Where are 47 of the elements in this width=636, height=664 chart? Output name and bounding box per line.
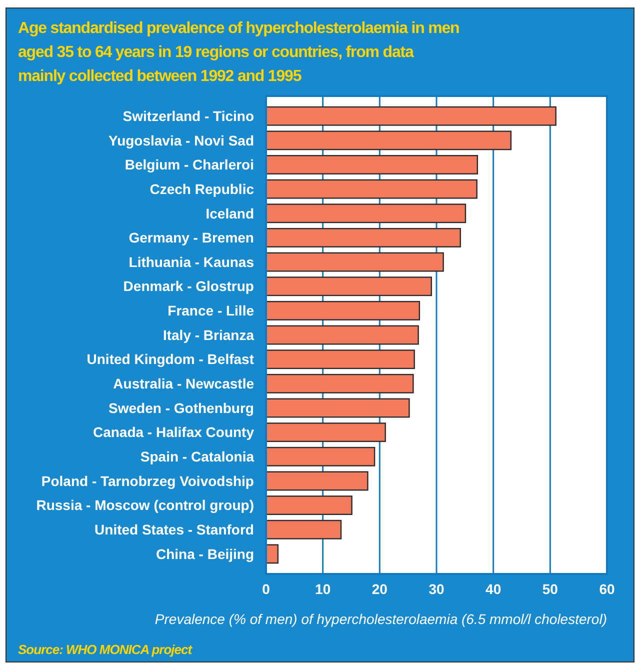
bar	[265, 228, 461, 248]
x-tick-label: 60	[599, 581, 615, 597]
y-tick-label: United States - Stanford	[94, 522, 254, 538]
y-tick-label: Lithuania - Kaunas	[128, 254, 254, 270]
y-tick-label: Poland - Tarnobrzeg Voivodship	[41, 472, 254, 489]
bar	[265, 520, 342, 540]
x-tick-label: 40	[486, 581, 502, 597]
y-tick-label: Canada - Halifax County	[92, 424, 254, 440]
bar	[265, 155, 478, 174]
y-tick-label: Iceland	[206, 205, 254, 222]
x-tick-label: 50	[542, 581, 558, 597]
bar	[265, 325, 419, 345]
y-tick-label: Australia - Newcastle	[113, 376, 254, 392]
y-tick-label: Russia - Moscow (control group)	[36, 497, 254, 514]
bar	[265, 252, 444, 272]
bar	[265, 130, 512, 150]
y-tick-label: China - Beijing	[156, 546, 254, 562]
bar	[265, 496, 352, 515]
bar	[265, 471, 368, 491]
bar	[265, 422, 386, 442]
bar	[265, 398, 410, 418]
y-tick-label: Switzerland - Ticino	[122, 108, 254, 124]
x-axis-title: Prevalence (% of men) of hypercholesterolaemia (6.5 mmol/l cholesterol)	[154, 611, 607, 627]
y-tick-label: France - Lille	[168, 302, 254, 319]
bar	[265, 446, 376, 466]
chart-title: Age standardised prevalence of hypercholesterolaemia in men aged 35 to 64 years in 19 regions or countries, from data mainly collected between 1992 and 1995	[18, 20, 460, 85]
y-tick-label: Denmark - Glostrup	[123, 278, 254, 294]
x-tick-label: 20	[372, 581, 388, 597]
bar	[265, 106, 556, 126]
x-tick-label: 0	[262, 581, 270, 597]
x-tick-label: 30	[428, 581, 444, 597]
bar	[265, 350, 415, 370]
y-tick-label: Yugoslavia - Novi Sad	[108, 132, 254, 148]
y-tick-label: Italy - Brianza	[162, 326, 254, 343]
y-tick-label: Belgium - Charleroi	[124, 156, 254, 173]
y-tick-label: United Kingdom - Belfast	[86, 351, 254, 368]
y-tick-label: Spain - Catalonia	[140, 448, 254, 465]
bar	[265, 179, 478, 199]
y-tick-label: Sweden - Gothenburg	[108, 400, 254, 416]
y-tick-label: Germany - Bremen	[128, 230, 254, 246]
bar	[265, 300, 420, 320]
source-note: Source: WHO MONICA project	[18, 642, 193, 657]
bar	[265, 204, 466, 224]
bar	[265, 374, 414, 394]
bar	[265, 276, 432, 296]
y-tick-label: Czech Republic	[150, 180, 254, 197]
x-tick-label: 10	[315, 581, 331, 597]
